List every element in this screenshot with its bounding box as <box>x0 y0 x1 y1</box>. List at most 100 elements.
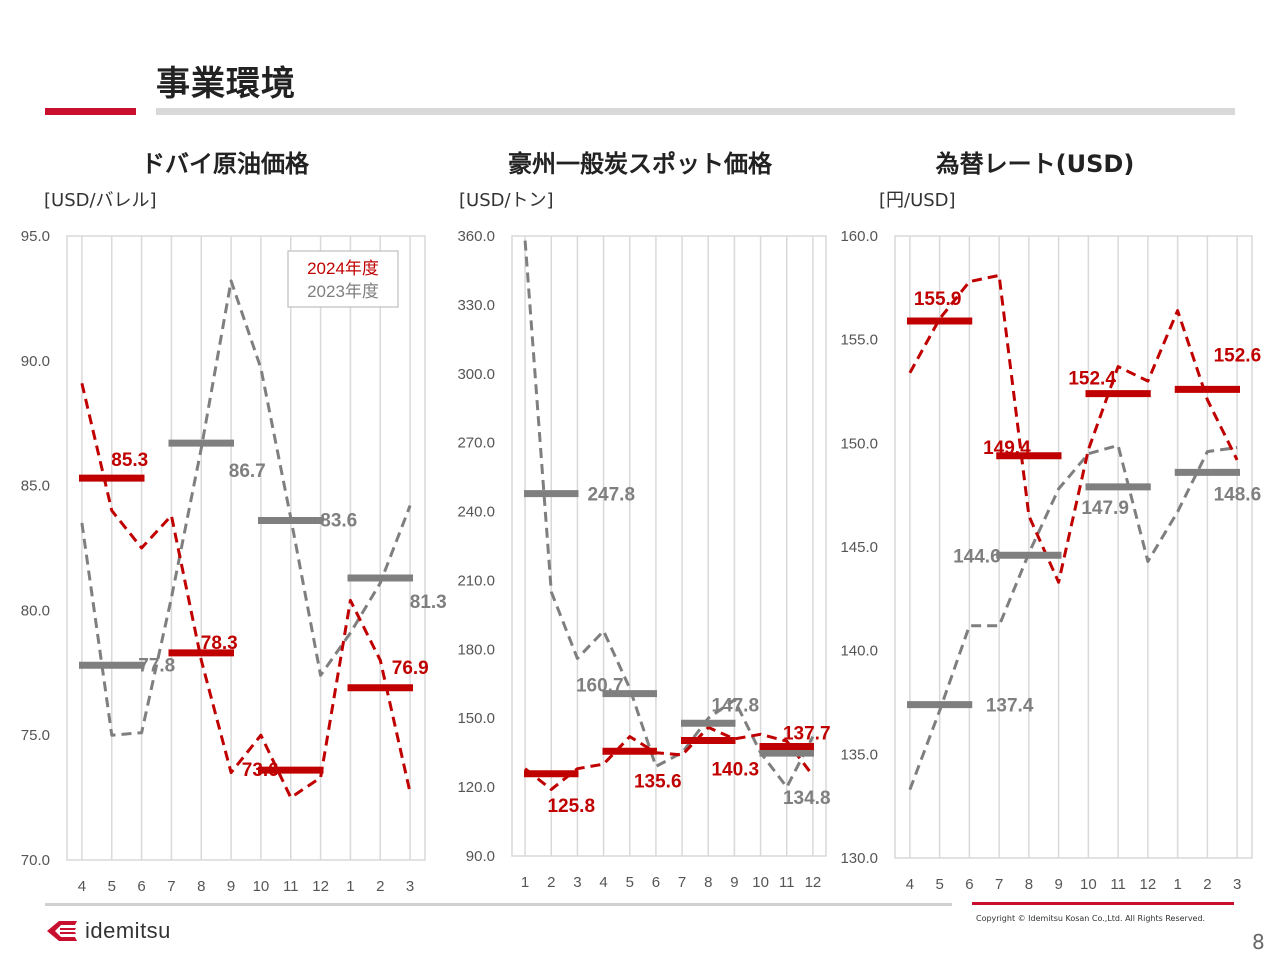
quarter-average-label-current-fx: 149.4 <box>983 438 1031 459</box>
x-tick-label-fx: 3 <box>1233 876 1241 893</box>
quarter-average-label-previous-coal: 147.8 <box>711 695 759 716</box>
y-tick-label-coal: 150.0 <box>457 710 495 727</box>
y-tick-label-fx: 140.0 <box>840 643 878 660</box>
quarter-average-label-current-dubai: 73.6 <box>242 760 279 781</box>
x-tick-label-dubai: 4 <box>78 878 86 895</box>
x-tick-label-fx: 9 <box>1054 876 1062 893</box>
plot-frame-coal <box>511 235 827 857</box>
x-tick-label-coal: 10 <box>752 874 769 891</box>
y-tick-label-fx: 150.0 <box>840 435 878 452</box>
legend-label-previous: 2023年度 <box>307 282 379 301</box>
company-logo: idemitsu <box>45 916 171 946</box>
y-tick-label-fx: 155.0 <box>840 332 878 349</box>
quarter-average-label-current-dubai: 76.9 <box>392 658 429 679</box>
x-tick-label-coal: 4 <box>599 874 607 891</box>
y-tick-label-dubai: 90.0 <box>21 353 50 370</box>
y-tick-label-fx: 135.0 <box>840 746 878 763</box>
x-tick-label-dubai: 12 <box>312 878 329 895</box>
page-title: 事業環境 <box>156 64 296 104</box>
legend-box <box>287 250 399 308</box>
quarter-average-label-previous-fx: 137.4 <box>986 696 1034 717</box>
x-tick-label-fx: 12 <box>1140 876 1157 893</box>
x-tick-label-dubai: 3 <box>406 878 414 895</box>
quarter-average-label-previous-coal: 160.7 <box>576 676 624 697</box>
x-tick-label-coal: 5 <box>626 874 634 891</box>
x-tick-label-fx: 11 <box>1110 876 1126 893</box>
x-tick-label-fx: 7 <box>995 876 1003 893</box>
y-tick-label-dubai: 95.0 <box>21 228 50 245</box>
series-line-current-fx <box>908 273 1239 584</box>
x-tick-label-fx: 4 <box>906 876 914 893</box>
y-tick-label-coal: 240.0 <box>457 504 495 521</box>
unit-label-dubai: [USD/バレル] <box>44 190 157 211</box>
x-tick-label-dubai: 2 <box>376 878 384 895</box>
unit-label-coal: [USD/トン] <box>459 190 554 211</box>
quarter-average-label-current-coal: 135.6 <box>634 771 682 792</box>
x-tick-label-dubai: 6 <box>137 878 145 895</box>
y-tick-label-coal: 90.0 <box>466 848 495 865</box>
y-tick-label-coal: 330.0 <box>457 297 495 314</box>
quarter-average-label-previous-dubai: 83.6 <box>320 511 357 532</box>
chart-title-coal: 豪州一般炭スポット価格 <box>508 150 772 178</box>
copyright-text: Copyright © Idemitsu Kosan Co.,Ltd. All … <box>976 914 1206 923</box>
y-tick-label-coal: 180.0 <box>457 641 495 658</box>
y-tick-label-dubai: 75.0 <box>21 727 50 744</box>
y-tick-label-fx: 160.0 <box>840 228 878 245</box>
x-tick-label-fx: 6 <box>965 876 973 893</box>
y-tick-label-coal: 270.0 <box>457 435 495 452</box>
x-tick-label-coal: 11 <box>779 874 795 891</box>
quarter-average-label-current-dubai: 85.3 <box>111 450 148 471</box>
quarter-average-label-current-fx: 155.9 <box>914 289 962 310</box>
chart-title-fx: 為替レート(USD) <box>935 150 1135 178</box>
series-line-previous-fx <box>908 443 1238 791</box>
quarter-average-label-previous-coal: 247.8 <box>587 485 635 506</box>
x-tick-label-dubai: 8 <box>197 878 205 895</box>
x-tick-label-dubai: 5 <box>108 878 116 895</box>
quarter-average-label-previous-dubai: 81.3 <box>410 592 447 613</box>
unit-label-fx: [円/USD] <box>879 190 956 211</box>
idemitsu-logo-icon <box>47 921 77 941</box>
series-line-current-dubai <box>80 382 412 800</box>
x-tick-label-coal: 12 <box>805 874 822 891</box>
y-tick-label-dubai: 80.0 <box>21 602 50 619</box>
title-accent-bar <box>45 108 136 115</box>
quarter-average-label-current-fx: 152.4 <box>1068 369 1116 390</box>
x-tick-label-dubai: 9 <box>227 878 235 895</box>
footer-accent-rule <box>972 902 1234 905</box>
y-tick-label-coal: 360.0 <box>457 228 495 245</box>
series-line-previous-dubai <box>80 279 412 737</box>
quarter-average-label-current-coal: 140.3 <box>711 759 759 780</box>
plot-frame-fx <box>894 235 1253 859</box>
y-tick-label-dubai: 70.0 <box>21 852 50 869</box>
x-tick-label-fx: 8 <box>1025 876 1033 893</box>
footer-rule <box>45 903 952 906</box>
y-tick-label-coal: 120.0 <box>457 779 495 796</box>
quarter-average-label-previous-fx: 147.9 <box>1081 498 1129 519</box>
x-tick-label-fx: 10 <box>1080 876 1097 893</box>
title-underline <box>156 108 1235 115</box>
quarter-average-label-previous-fx: 148.6 <box>1214 484 1262 505</box>
x-tick-label-dubai: 1 <box>346 878 354 895</box>
quarter-average-label-previous-coal: 134.8 <box>783 788 831 809</box>
x-tick-label-coal: 8 <box>704 874 712 891</box>
x-tick-label-dubai: 10 <box>253 878 270 895</box>
plot-frame-dubai <box>66 235 426 861</box>
quarter-average-label-current-coal: 137.7 <box>783 723 831 744</box>
y-tick-label-dubai: 85.0 <box>21 478 50 495</box>
x-tick-label-coal: 6 <box>652 874 660 891</box>
x-tick-label-coal: 7 <box>678 874 686 891</box>
quarter-average-label-previous-dubai: 86.7 <box>229 461 266 482</box>
x-tick-label-fx: 5 <box>935 876 943 893</box>
chart-title-dubai: ドバイ原油価格 <box>141 150 309 178</box>
y-tick-label-coal: 300.0 <box>457 366 495 383</box>
quarter-average-label-current-coal: 125.8 <box>547 796 595 817</box>
x-tick-label-dubai: 11 <box>283 878 299 895</box>
x-tick-label-fx: 2 <box>1203 876 1211 893</box>
y-tick-label-coal: 210.0 <box>457 572 495 589</box>
company-name: idemitsu <box>85 918 171 943</box>
y-tick-label-fx: 130.0 <box>840 850 878 867</box>
quarter-average-label-previous-fx: 144.6 <box>953 546 1001 567</box>
series-line-previous-coal <box>523 240 815 789</box>
x-tick-label-coal: 2 <box>547 874 555 891</box>
